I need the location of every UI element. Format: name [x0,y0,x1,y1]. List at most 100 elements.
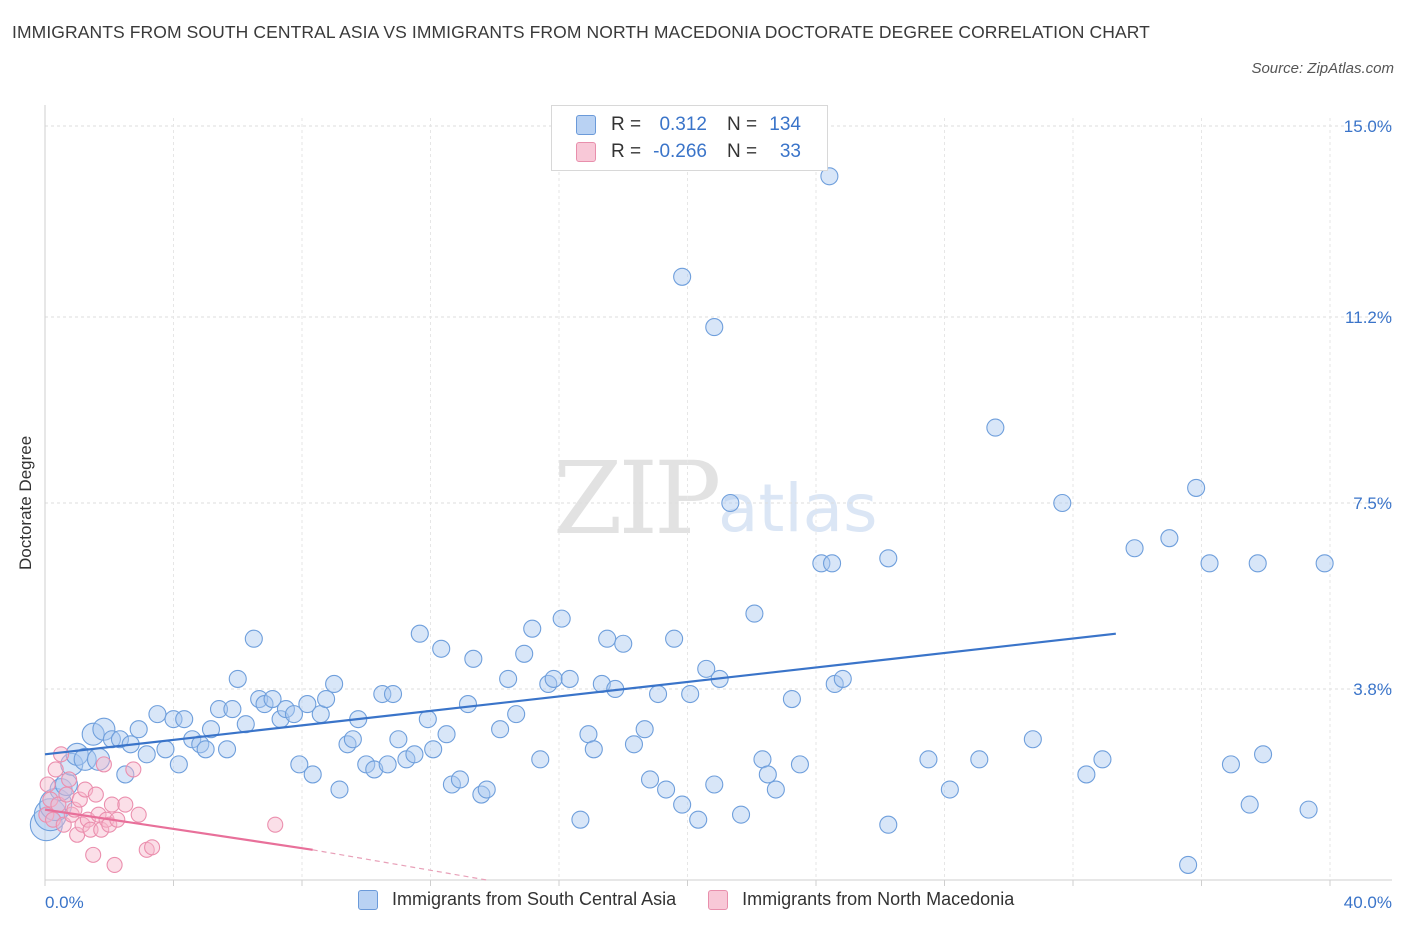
series-legend-item-north-macedonia[interactable]: Immigrants from North Macedonia [708,889,1014,910]
blue-point [1248,554,1267,573]
pink-point [87,786,104,803]
blue-point [1315,554,1334,573]
blue-point [539,674,558,694]
pink-point [106,856,123,873]
blue-point [584,740,603,759]
pink-point [130,806,147,823]
y-tick-label: 3.8% [1353,680,1392,699]
pink-point [58,786,75,803]
blue-point [217,740,237,759]
legend-row-south-central-asia: R = 0.312 N = 134 [576,113,801,137]
grid-lines [45,118,1392,880]
blue-point [383,684,403,704]
blue-point [745,604,764,623]
blue-point [418,710,437,729]
blue-point [721,493,740,513]
tick-labels: 3.8% 7.5% 11.2% 15.0% 0.0% 40.0% [45,117,1392,912]
pink-point [125,761,142,778]
blue-point [491,720,510,739]
blue-point [673,795,692,814]
axes [44,105,1392,886]
blue-point [731,805,751,824]
legend-n-label: N = [727,141,758,162]
y-tick-label: 15.0% [1344,117,1392,136]
blue-point [986,418,1005,437]
blue-point [499,669,518,688]
blue-point [338,735,357,754]
blue-point [531,750,550,769]
blue-point [1299,800,1318,819]
blue-point [624,735,644,754]
series-legend: Immigrants from South Central Asia Immig… [358,889,1046,910]
blue-point [378,755,397,774]
blue-point [758,765,777,784]
blue-point [290,755,309,774]
blue-point [164,710,183,729]
blue-point [1093,750,1112,769]
pink-point [47,761,64,778]
watermark-zip: ZIP [553,440,721,557]
legend-r-label: R = [611,114,642,135]
blue-point [424,740,443,759]
pink-point [61,771,78,788]
pink-point [117,796,134,813]
blue-point [1179,855,1198,874]
blue-point [1240,795,1259,814]
blue-trend-line [44,632,1116,756]
blue-point [1187,478,1206,497]
blue-point [33,798,67,832]
blue-point [73,747,97,771]
blue-point [823,554,842,573]
x-tick-label: 0.0% [45,893,84,912]
pink-point [53,746,70,763]
blue-point [649,684,668,704]
blue-point [175,710,194,729]
blue-point [303,765,322,784]
series-legend-item-south-central-asia[interactable]: Immigrants from South Central Asia [358,889,676,910]
blue-point [1053,493,1072,513]
blue-point [1125,539,1144,558]
legend-swatch-blue [576,115,596,135]
blue-point [766,780,785,799]
pink-point [144,839,161,856]
blue-point [1200,554,1219,573]
blue-point [673,267,692,286]
legend-n-value: 134 [769,114,801,135]
blue-point [410,624,429,643]
blue-point [196,740,215,759]
blue-point [263,689,282,709]
blue-point [311,705,330,724]
blue-point [515,644,534,663]
blue-point [833,669,852,688]
pink-point [71,791,88,808]
blue-point [464,649,483,668]
blue-point [432,639,451,658]
blue-point [657,780,676,799]
blue-point [1254,745,1273,764]
y-tick-label: 7.5% [1353,494,1392,513]
blue-point [156,740,175,759]
blue-point [343,730,362,749]
blue-point [330,780,349,799]
blue-point [614,634,633,653]
watermark-atlas: atlas [718,470,878,547]
blue-point [110,730,130,749]
blue-point [477,780,496,799]
blue-point [365,760,384,779]
blue-point [1221,755,1240,774]
blue-point [598,629,617,648]
source-label: Source: ZipAtlas.com [1251,60,1394,77]
blue-point [1023,730,1042,749]
series-legend-label: Immigrants from South Central Asia [392,889,677,909]
blue-point [753,750,772,769]
blue-point [640,770,660,789]
legend-n-value: 33 [779,141,801,162]
blue-point [544,669,563,688]
legend-n-label: N = [727,114,758,135]
trend-lines [44,632,1116,881]
blue-point [169,755,188,774]
blue-point [405,745,424,764]
blue-point [458,695,478,714]
blue-point [571,810,590,829]
legend-r-label: R = [611,141,642,162]
